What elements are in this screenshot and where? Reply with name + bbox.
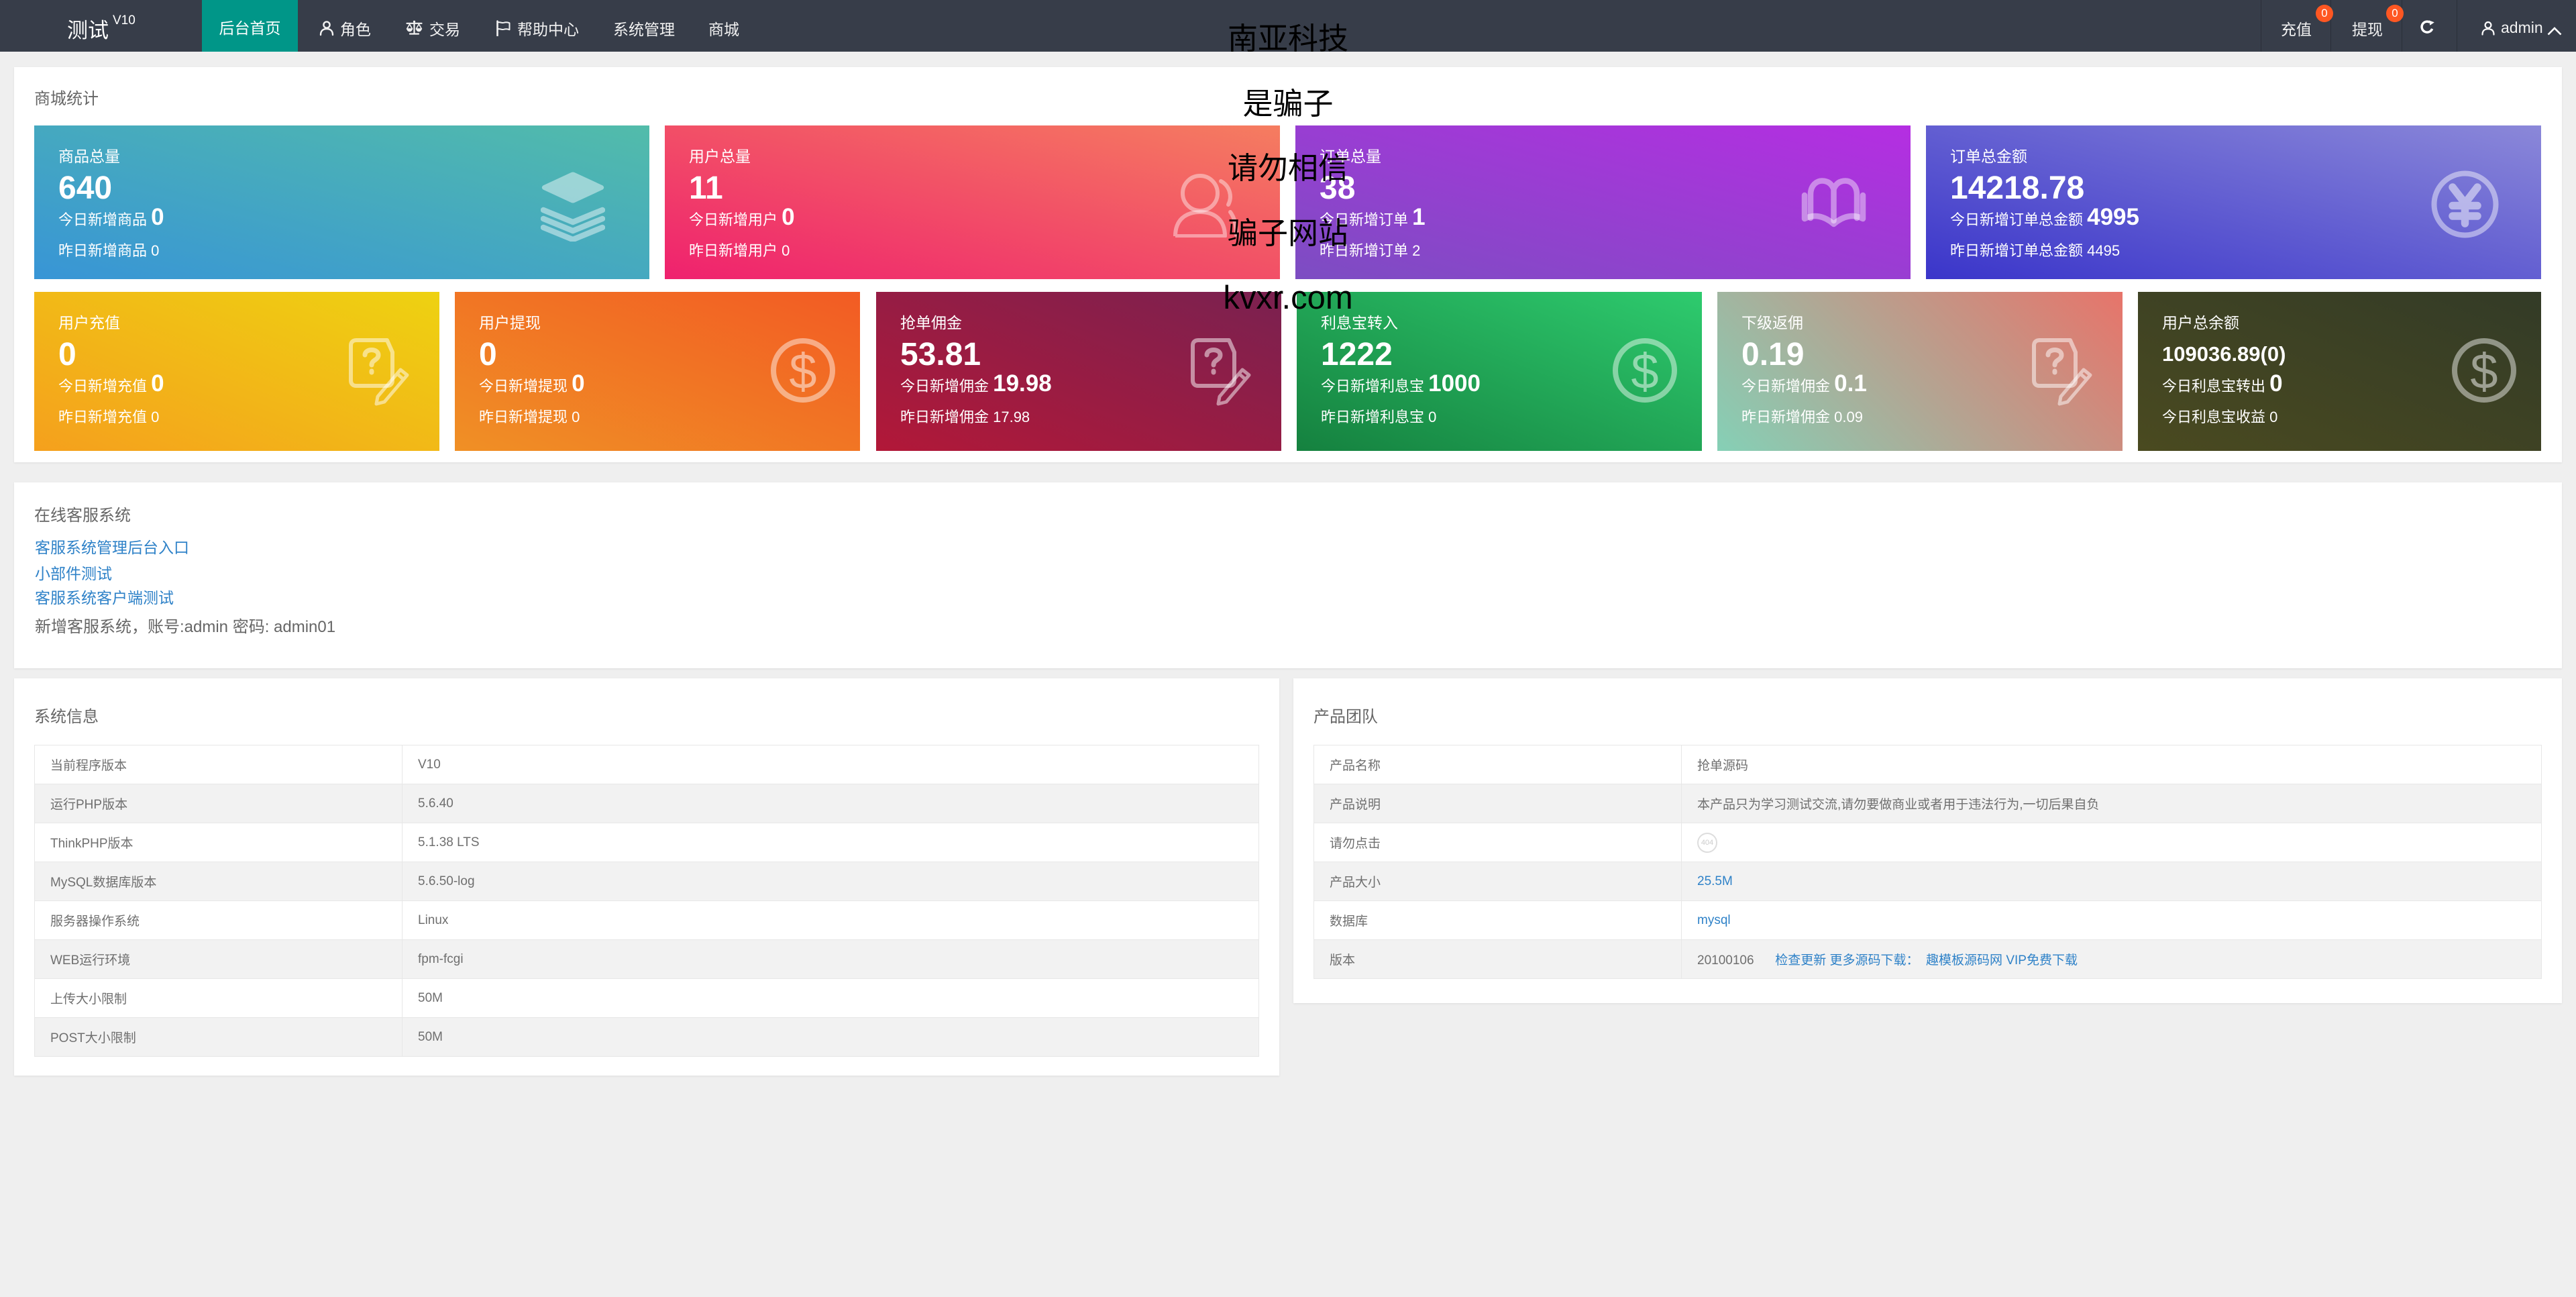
svg-text:$: $ [2470,344,2498,399]
svg-text:$: $ [789,344,816,399]
svg-text:$: $ [1631,344,1658,399]
